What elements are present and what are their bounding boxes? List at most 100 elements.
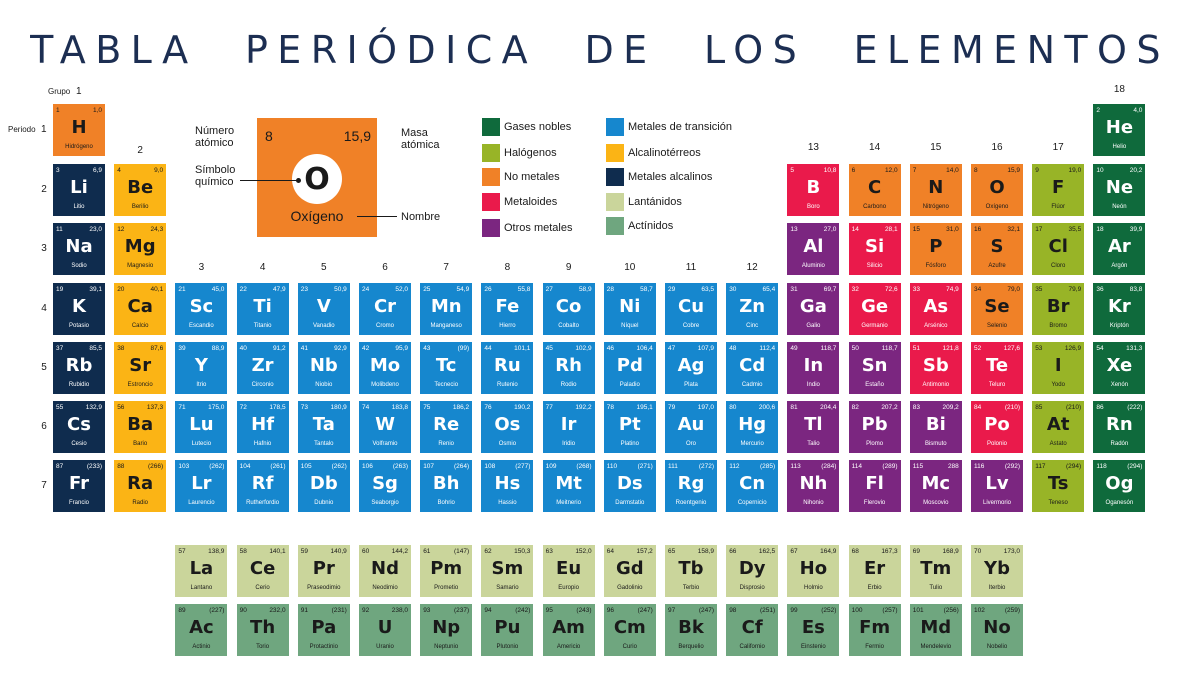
- element-symbol: Rn: [1106, 414, 1133, 435]
- atomic-number: 92: [362, 607, 370, 614]
- element-symbol: I: [1054, 355, 1062, 376]
- element-cell-ga: 31 69,7 Ga Galio: [787, 283, 840, 335]
- group-label-1: 1: [76, 86, 82, 97]
- element-cell-ar: 18 39,9 Ar Argón: [1093, 223, 1146, 275]
- element-symbol: Nh: [799, 473, 828, 494]
- element-symbol: Fr: [68, 473, 90, 494]
- group-label-12: 12: [746, 262, 758, 273]
- element-symbol: As: [923, 296, 949, 317]
- element-symbol: Ds: [616, 473, 643, 494]
- atomic-mass: 126,9: [1064, 345, 1082, 352]
- element-name: Lantano: [190, 585, 213, 591]
- atomic-mass: (252): [821, 607, 837, 614]
- element-cell-hg: 80 200,6 Hg Mercurio: [726, 401, 779, 453]
- element-name: Plomo: [866, 441, 884, 447]
- element-symbol: Sn: [861, 355, 888, 376]
- element-symbol: Hs: [494, 473, 521, 494]
- legend-label: Otros metales: [504, 222, 573, 234]
- element-symbol: Ra: [127, 473, 154, 494]
- label-masa-atomica: Masa atómica: [401, 127, 440, 151]
- element-symbol: Ga: [799, 296, 827, 317]
- element-name: Prometio: [434, 585, 459, 591]
- atomic-number: 100: [851, 607, 863, 614]
- atomic-mass: (231): [331, 607, 347, 614]
- element-symbol: Cd: [739, 355, 766, 376]
- element-cell-s: 16 32,1 S Azufre: [971, 223, 1023, 275]
- element-symbol: Db: [309, 473, 338, 494]
- atomic-mass: 4,0: [1133, 107, 1143, 114]
- atomic-mass: 167,3: [881, 548, 898, 555]
- atomic-mass: 152,0: [575, 548, 592, 555]
- element-cell-co: 27 58,9 Co Cobalto: [542, 283, 595, 335]
- atomic-number: 87: [56, 463, 64, 470]
- element-cell-cu: 29 63,5 Cu Cobre: [665, 283, 717, 335]
- legend-swatch: [482, 144, 500, 162]
- atomic-mass: 79,9: [1068, 286, 1082, 293]
- atomic-mass: (292): [1004, 463, 1020, 470]
- atomic-mass: (227): [209, 607, 225, 614]
- element-symbol: O: [989, 177, 1005, 198]
- atomic-number: 107: [423, 463, 435, 470]
- element-symbol: Cs: [67, 414, 91, 435]
- element-cell-i: 53 126,9 I Yodo: [1032, 342, 1085, 394]
- element-cell-na: 11 23,0 Na Sodio: [53, 223, 105, 275]
- element-symbol: Pm: [430, 558, 463, 579]
- atomic-mass: 35,5: [1068, 226, 1082, 233]
- atomic-number: 12: [117, 226, 125, 233]
- atomic-number: 101: [912, 607, 924, 614]
- element-cell-pr: 59 140,9 Pr Praseodimio: [297, 545, 350, 597]
- element-symbol: Nd: [371, 558, 399, 579]
- element-symbol: Y: [194, 355, 208, 376]
- atomic-number: 47: [668, 345, 676, 352]
- element-symbol: W: [375, 414, 395, 435]
- atomic-number: 19: [56, 286, 64, 293]
- atomic-number: 118: [1096, 463, 1107, 470]
- element-symbol: Mo: [369, 355, 401, 376]
- element-cell-br: 35 79,9 Br Bromo: [1032, 283, 1085, 335]
- element-cell-si: 14 28,1 Si Silicio: [848, 223, 901, 275]
- element-name: Azufre: [988, 263, 1006, 269]
- element-cell-zn: 30 65,4 Zn Cinc: [726, 283, 779, 335]
- element-cell-te: 52 127,6 Te Teluro: [971, 342, 1023, 394]
- element-name: Darmstatio: [615, 500, 645, 506]
- element-cell-ni: 28 58,7 Ni Níquel: [603, 283, 656, 335]
- element-symbol: C: [867, 177, 882, 198]
- element-cell-mc: 115 288 Mc Moscovio: [909, 460, 962, 512]
- atomic-mass: 168,9: [942, 548, 959, 555]
- atomic-mass: (294): [1127, 463, 1143, 470]
- element-cell-v: 23 50,9 V Vanadio: [297, 283, 350, 335]
- element-symbol: Te: [985, 355, 1009, 376]
- element-symbol: B: [806, 177, 821, 198]
- element-name: Neón: [1112, 204, 1127, 210]
- element-symbol: Kr: [1107, 296, 1131, 317]
- element-cell-er: 68 167,3 Er Erbio: [848, 545, 901, 597]
- atomic-number: 10: [1096, 167, 1104, 174]
- atomic-mass: 12,0: [884, 167, 898, 174]
- element-name: Iridio: [562, 441, 576, 447]
- element-cell-rg: 111 (272) Rg Roentgenio: [665, 460, 717, 512]
- atomic-number: 24: [362, 286, 370, 293]
- element-cell-c: 6 12,0 C Carbono: [848, 164, 901, 216]
- element-symbol: Mn: [430, 296, 462, 317]
- atomic-number: 78: [606, 404, 615, 411]
- element-name: Disprosio: [739, 585, 765, 591]
- group-label-7: 7: [443, 262, 449, 273]
- atomic-number: 2: [1096, 107, 1101, 114]
- element-symbol: Ti: [253, 296, 272, 317]
- element-name: Flúor: [1051, 204, 1066, 210]
- period-label-2: 2: [41, 184, 47, 195]
- atomic-number: 8: [974, 167, 978, 174]
- atomic-number: 16: [974, 226, 982, 233]
- element-name: Platino: [620, 441, 639, 447]
- element-cell-la: 57 138,9 La Lantano: [175, 545, 228, 597]
- element-name: Uranio: [376, 644, 394, 650]
- element-name: Neodimio: [372, 585, 398, 591]
- atomic-number: 62: [484, 548, 492, 555]
- atomic-mass: 54,9: [456, 286, 470, 293]
- element-name: Roentgenio: [675, 500, 707, 506]
- atomic-number: 103: [178, 463, 190, 470]
- element-symbol: Th: [250, 617, 276, 638]
- group-label-17: 17: [1052, 142, 1064, 153]
- atomic-mass: 14,0: [946, 167, 959, 174]
- atomic-number: 82: [851, 404, 859, 411]
